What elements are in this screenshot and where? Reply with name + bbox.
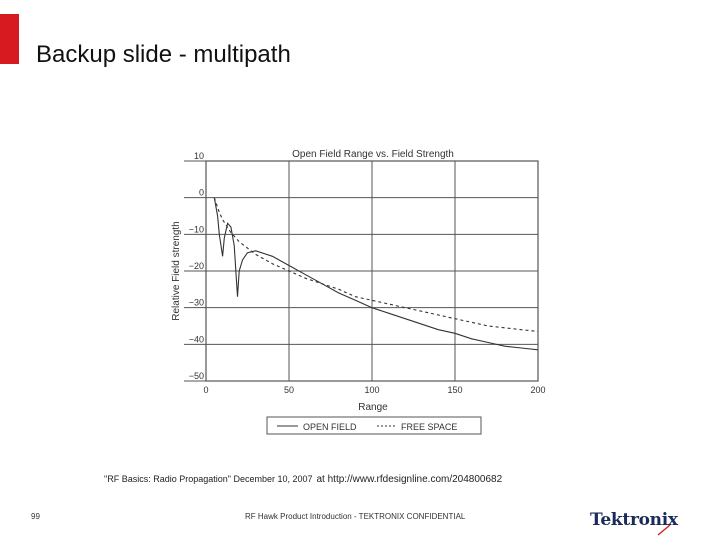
legend-label-open-field: OPEN FIELD bbox=[303, 422, 357, 432]
legend-label-free-space: FREE SPACE bbox=[401, 422, 457, 432]
y-tick-label: −50 bbox=[189, 371, 204, 381]
y-tick-label: −20 bbox=[189, 261, 204, 271]
chart-title: Open Field Range vs. Field Strength bbox=[292, 149, 454, 160]
legend-box bbox=[266, 416, 482, 435]
tektronix-logo-mark bbox=[657, 524, 671, 536]
y-axis-label: Relative Field strength bbox=[171, 221, 182, 321]
series-line-open-field bbox=[213, 197, 539, 351]
x-tick-label: 200 bbox=[530, 385, 545, 395]
chart-lines bbox=[213, 197, 539, 351]
tektronix-logo: Tektronix bbox=[590, 510, 678, 530]
field-strength-chart: Open Field Range vs. Field Strength 0 50 1… bbox=[171, 149, 546, 435]
series-line-free-space bbox=[213, 197, 539, 333]
chart-legend: OPEN FIELD FREE SPACE bbox=[266, 416, 482, 435]
x-tick-label: 50 bbox=[284, 385, 294, 395]
source-reference: "RF Basics: Radio Propagation" December … bbox=[104, 474, 502, 485]
chart-grid bbox=[184, 160, 539, 382]
x-tick-label: 150 bbox=[447, 385, 462, 395]
y-tick-label: 0 bbox=[199, 188, 204, 198]
chart: Open Field Range vs. Field Strength 0 50 1… bbox=[160, 142, 560, 442]
brand-accent-bar bbox=[0, 14, 19, 64]
x-tick-label: 100 bbox=[364, 385, 379, 395]
x-tick-label: 0 bbox=[203, 385, 208, 395]
slide-title: Backup slide - multipath bbox=[36, 41, 291, 68]
x-axis-label: Range bbox=[358, 402, 388, 413]
y-tick-label: −40 bbox=[189, 334, 204, 344]
page-number: 99 bbox=[31, 512, 40, 521]
reference-title: "RF Basics: Radio Propagation" December … bbox=[104, 474, 313, 484]
footer-text: RF Hawk Product Introduction - TEKTRONIX… bbox=[245, 512, 466, 521]
y-tick-label: −30 bbox=[189, 298, 204, 308]
y-tick-label: −10 bbox=[189, 224, 204, 234]
reference-link: at http://www.rfdesignline.com/204800682 bbox=[316, 474, 503, 485]
y-tick-label: 10 bbox=[194, 151, 204, 161]
